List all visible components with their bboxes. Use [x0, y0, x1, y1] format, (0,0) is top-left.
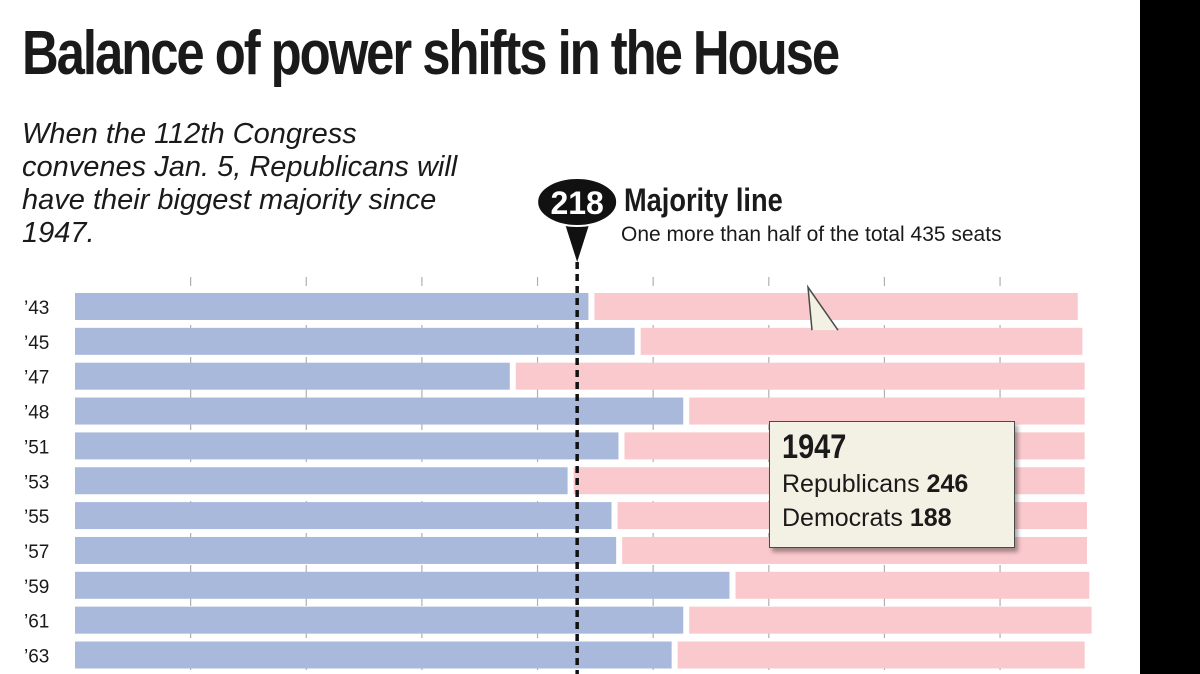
callout-democrats: Democrats 188: [782, 504, 952, 533]
y-tick-label: ’61: [24, 612, 49, 633]
y-tick-label: ’51: [24, 437, 49, 458]
y-tick-label: ’47: [24, 368, 49, 389]
bar-republicans: [689, 606, 1092, 634]
majority-line-description: One more than half of the total 435 seat…: [621, 223, 1002, 246]
y-tick-label: ’43: [24, 298, 49, 319]
subtitle: When the 112th Congress convenes Jan. 5,…: [22, 118, 458, 249]
bar-democrats: [75, 432, 619, 460]
year-1947-callout: 1947 Republicans 246 Democrats 188: [769, 421, 1015, 548]
bar-democrats: [75, 397, 684, 425]
callout-year: 1947: [782, 428, 847, 466]
page-title: Balance of power shifts in the House: [22, 19, 840, 88]
y-tick-label: ’63: [24, 647, 49, 668]
callout-republicans: Republicans 246: [782, 470, 968, 499]
bar-republicans: [640, 327, 1083, 355]
majority-marker-badge: [536, 177, 619, 227]
y-tick-label: ’55: [24, 507, 49, 528]
bar-republicans: [735, 571, 1090, 599]
callout-rep-value: 246: [926, 470, 969, 498]
bar-democrats: [75, 536, 617, 564]
y-tick-label: ’53: [24, 472, 49, 493]
callout-dem-value: 188: [909, 504, 952, 532]
majority-marker-pointer: [563, 218, 592, 262]
majority-line-title: Majority line: [624, 182, 783, 218]
bar-republicans: [594, 293, 1078, 320]
majority-value: 218: [550, 185, 603, 221]
y-tick-label: ’45: [24, 333, 49, 354]
y-tick-label: ’59: [24, 577, 49, 598]
right-edge-bar: [1140, 0, 1200, 674]
house-balance-chart: ’43 ’45 ’47 ’48 ’51 ’53 ’55 ’57 ’59 ’61 ’63 218: [24, 177, 1092, 674]
bar-democrats: [75, 571, 730, 599]
callout-pointer: [806, 284, 839, 331]
bar-republicans: [677, 641, 1085, 669]
y-tick-label: ’48: [24, 403, 49, 424]
bar-republicans: [515, 362, 1085, 390]
bar-republicans: [689, 397, 1085, 425]
bar-democrats: [75, 606, 684, 634]
bar-democrats: [75, 502, 612, 530]
y-tick-label: ’57: [24, 542, 49, 563]
bar-democrats: [75, 467, 568, 495]
bar-democrats: [75, 641, 672, 669]
bar-democrats: [75, 362, 510, 390]
callout-rep-label: Republicans: [782, 470, 920, 498]
bar-democrats: [75, 293, 589, 320]
callout-dem-label: Democrats: [782, 504, 903, 532]
bar-democrats: [75, 327, 635, 355]
